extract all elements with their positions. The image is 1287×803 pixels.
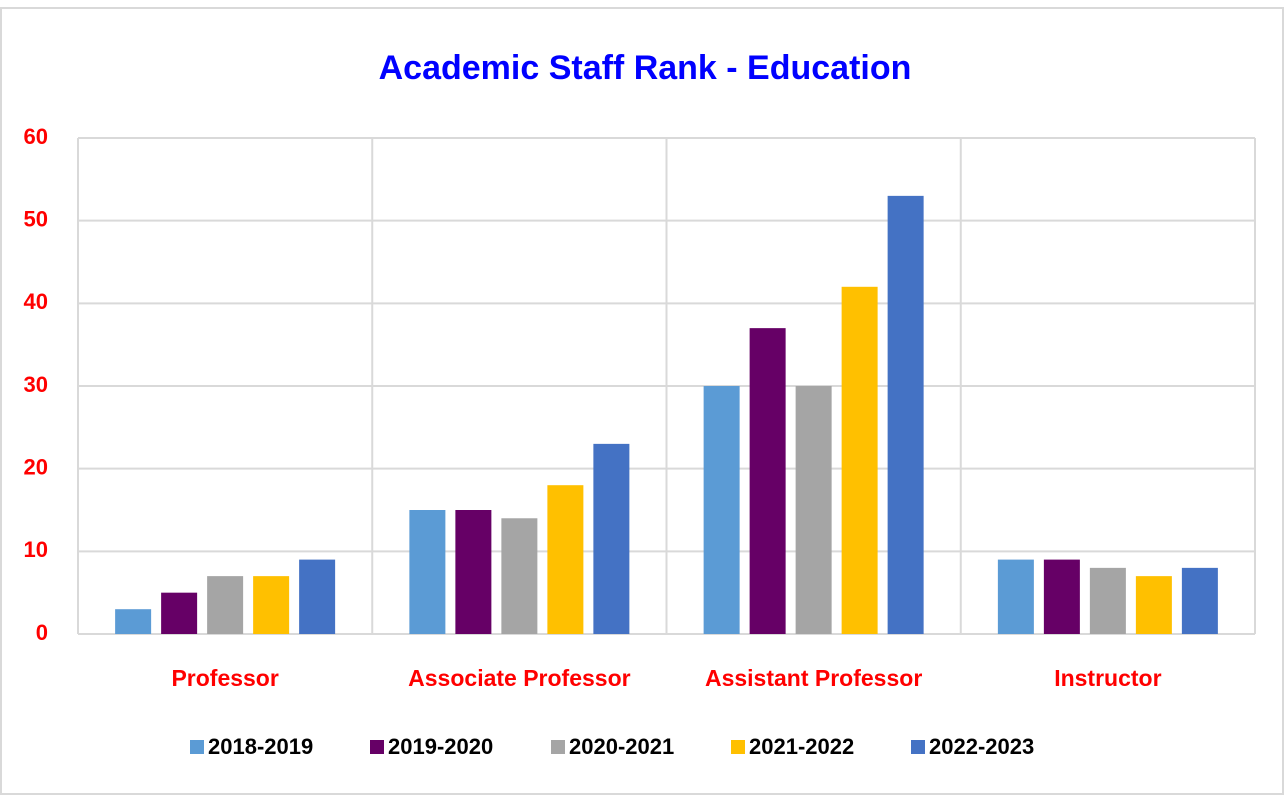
bar bbox=[997, 559, 1034, 634]
bar bbox=[547, 485, 584, 634]
legend-swatch bbox=[731, 740, 745, 754]
legend-label: 2020-2021 bbox=[569, 734, 674, 759]
y-tick-label: 30 bbox=[24, 372, 48, 397]
bar bbox=[703, 386, 740, 634]
legend-label: 2022-2023 bbox=[929, 734, 1034, 759]
bar bbox=[115, 609, 152, 634]
legend-swatch bbox=[190, 740, 204, 754]
y-tick-label: 40 bbox=[24, 289, 48, 314]
bar bbox=[409, 510, 446, 634]
x-tick-label: Assistant Professor bbox=[705, 665, 922, 691]
y-tick-label: 20 bbox=[24, 454, 48, 479]
legend-label: 2021-2022 bbox=[749, 734, 854, 759]
bar bbox=[887, 195, 924, 634]
bar bbox=[749, 328, 786, 634]
y-tick-label: 0 bbox=[36, 620, 48, 645]
legend-label: 2019-2020 bbox=[388, 734, 493, 759]
bar bbox=[593, 443, 630, 634]
bar bbox=[299, 559, 336, 634]
bar bbox=[1135, 576, 1172, 634]
legend-swatch bbox=[370, 740, 384, 754]
bar bbox=[1181, 567, 1218, 634]
bar bbox=[795, 386, 832, 634]
x-tick-label: Professor bbox=[171, 665, 278, 691]
x-tick-label: Instructor bbox=[1054, 665, 1161, 691]
bar bbox=[455, 510, 492, 634]
bar bbox=[161, 592, 198, 634]
bar bbox=[253, 576, 290, 634]
x-tick-label: Associate Professor bbox=[408, 665, 630, 691]
y-tick-label: 50 bbox=[24, 206, 48, 231]
y-tick-label: 10 bbox=[24, 537, 48, 562]
y-tick-label: 60 bbox=[24, 124, 48, 149]
bar bbox=[841, 286, 878, 634]
bar bbox=[207, 576, 244, 634]
bar bbox=[501, 518, 538, 634]
legend-swatch bbox=[551, 740, 565, 754]
chart-title: Academic Staff Rank - Education bbox=[379, 49, 912, 87]
bar bbox=[1089, 567, 1126, 634]
legend-swatch bbox=[911, 740, 925, 754]
bar bbox=[1043, 559, 1080, 634]
legend-label: 2018-2019 bbox=[208, 734, 313, 759]
